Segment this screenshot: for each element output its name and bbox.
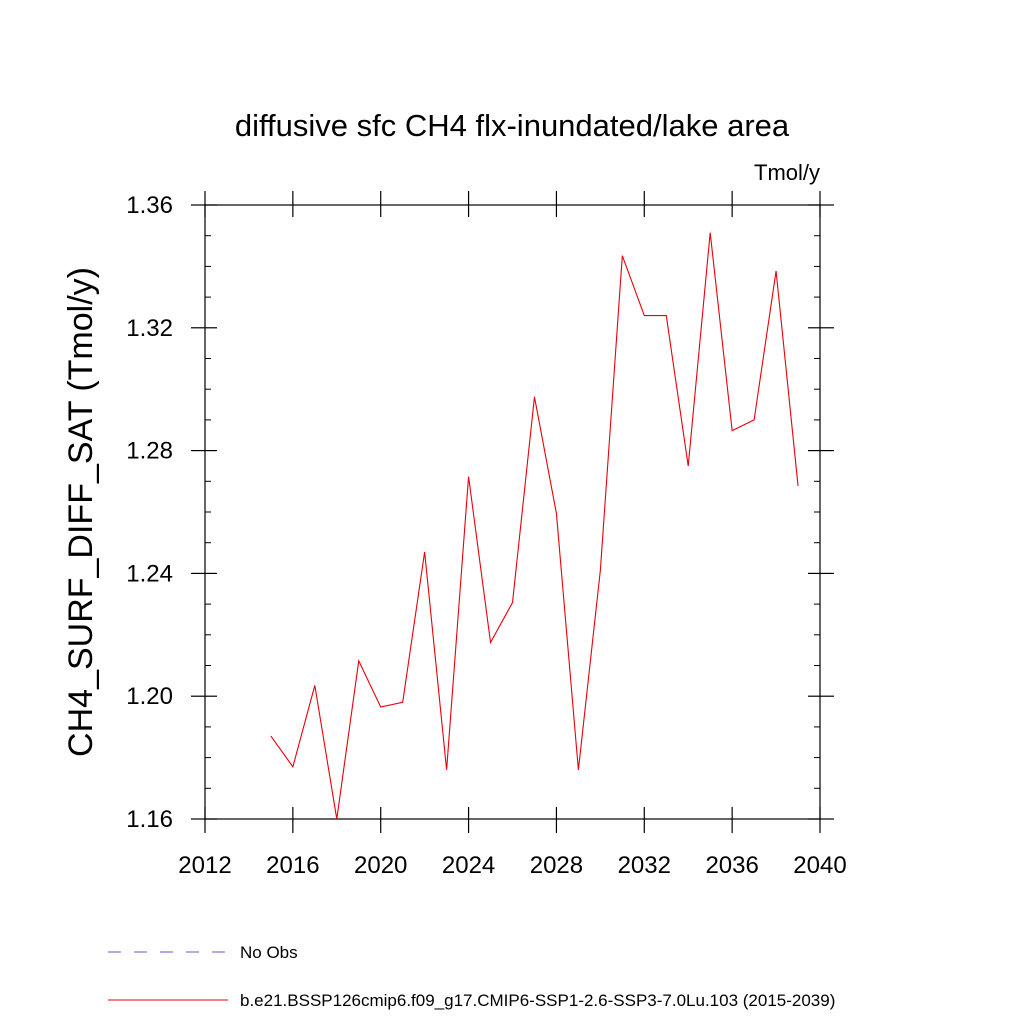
x-tick-label: 2016 [266,852,319,879]
axis-ticks [191,191,834,833]
y-tick-label: 1.32 [126,315,173,342]
plot-frame [204,204,821,820]
axis-tick-labels: 2012 2016 2020 2024 2028 2032 2036 2040 1.16 1.20… [126,192,846,879]
chart-title: diffusive sfc CH4 flx-inundated/lake are… [235,108,790,143]
x-tick-label: 2032 [618,852,671,879]
series-layer [270,232,799,820]
x-tick-label: 2028 [530,852,583,879]
series-line [270,232,799,820]
x-tick-label: 2012 [178,852,231,879]
x-tick-label: 2024 [442,852,495,879]
y-tick-label: 1.16 [126,806,173,833]
y-tick-label: 1.36 [126,192,173,219]
legend-label: b.e21.BSSP126cmip6.f09_g17.CMIP6-SSP1-2.… [240,991,835,1010]
units-label: Tmol/y [754,160,820,185]
y-axis-label: CH4_SURF_DIFF_SAT (Tmol/y) [62,267,100,757]
y-tick-label: 1.20 [126,683,173,710]
y-tick-label: 1.28 [126,438,173,465]
x-tick-label: 2036 [705,852,758,879]
x-tick-label: 2040 [793,852,846,879]
y-tick-label: 1.24 [126,560,173,587]
x-tick-label: 2020 [354,852,407,879]
legend-label: No Obs [240,943,298,962]
legend: No Obs b.e21.BSSP126cmip6.f09_g17.CMIP6-S… [108,943,835,1010]
